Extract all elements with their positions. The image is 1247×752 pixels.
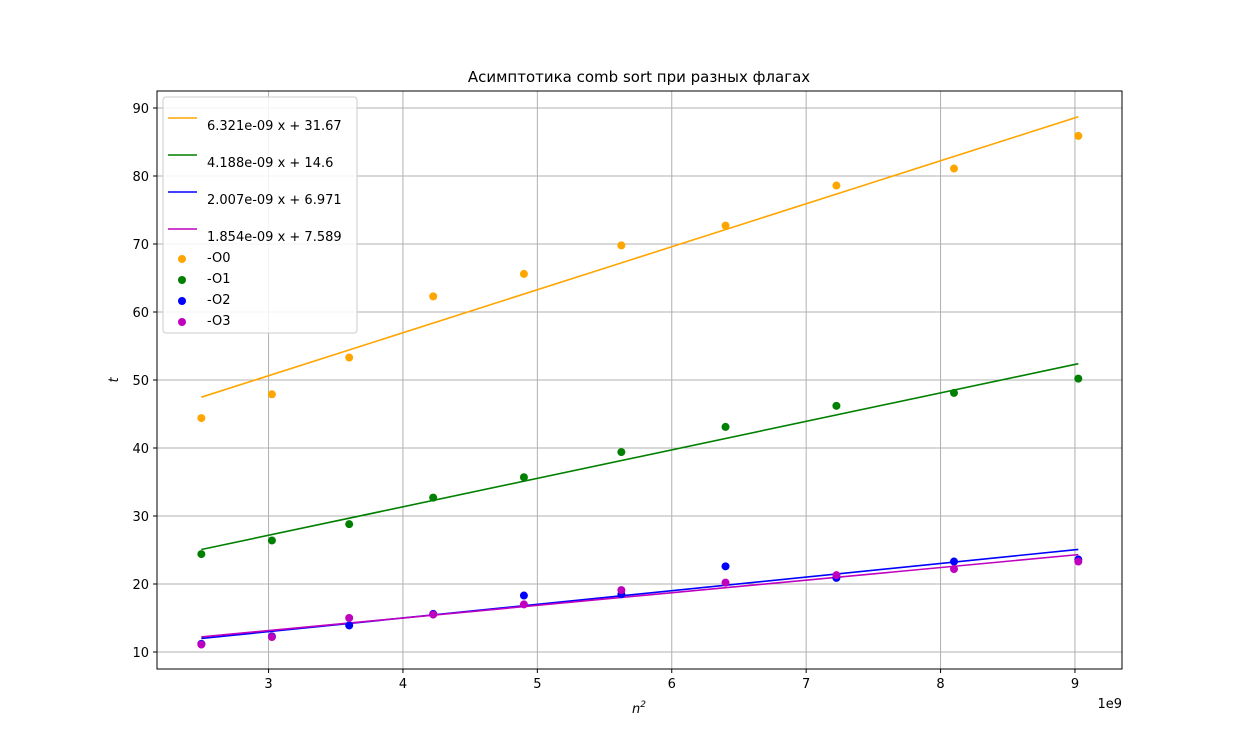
y-tick-label: 10 <box>132 646 149 661</box>
x-tick-label: 8 <box>936 677 944 692</box>
y-tick-label: 70 <box>132 238 149 253</box>
data-point <box>345 614 354 622</box>
legend-fit-label: 4.188e-09 x + 14.6 <box>207 156 333 171</box>
y-tick-label: 60 <box>132 306 149 321</box>
data-point <box>429 610 438 619</box>
data-point <box>267 536 276 545</box>
data-point <box>519 600 528 609</box>
fit-line <box>201 115 1079 398</box>
data-point <box>721 422 730 431</box>
fit-line <box>201 362 1079 551</box>
x-tick-label: 9 <box>1071 677 1079 692</box>
data-point <box>832 401 841 410</box>
data-point <box>949 388 958 397</box>
legend-box <box>162 96 358 334</box>
x-axis-label-exponent: 2 <box>640 700 646 710</box>
data-point <box>617 448 626 457</box>
data-point <box>345 621 354 630</box>
x-axis-label-base: n <box>632 702 640 717</box>
data-point <box>345 520 354 529</box>
x-tick-label: 4 <box>399 677 407 692</box>
data-point <box>197 640 206 649</box>
data-point <box>429 493 438 502</box>
x-tick-label: 7 <box>802 677 810 692</box>
data-point <box>721 221 730 230</box>
x-tick-label: 6 <box>668 677 676 692</box>
legend-series-label: -O0 <box>207 251 231 266</box>
data-point <box>949 557 958 566</box>
y-tick-label: 90 <box>132 102 149 117</box>
grid <box>157 91 1122 669</box>
data-point <box>519 269 528 278</box>
data-point <box>949 164 958 173</box>
legend-fit-label: 1.854e-09 x + 7.589 <box>207 230 342 245</box>
legend-point-swatch <box>178 255 186 263</box>
data-point <box>267 390 276 399</box>
data-point <box>949 565 958 574</box>
data-point <box>1074 557 1083 566</box>
data-point <box>721 578 730 587</box>
legend-point-swatch <box>178 276 186 284</box>
data-point <box>617 586 626 595</box>
legend-fit-label: 6.321e-09 x + 31.67 <box>207 119 342 134</box>
x-tick-label: 5 <box>533 677 541 692</box>
data-point <box>519 473 528 482</box>
legend-fit-label: 2.007e-09 x + 6.971 <box>207 193 342 208</box>
chart-title: Асимптотика comb sort при разных флагах <box>468 68 810 86</box>
data-point <box>519 591 528 600</box>
data-point <box>267 633 276 642</box>
legend-point-swatch <box>178 297 186 305</box>
data-point <box>429 292 438 301</box>
data-point <box>197 550 206 559</box>
y-axis-label: t <box>107 377 122 383</box>
data-point <box>345 353 354 362</box>
x-tick-label: 3 <box>264 677 272 692</box>
x-axis-label: n2 <box>632 700 646 717</box>
y-tick-label: 80 <box>132 170 149 185</box>
legend-series-label: -O2 <box>207 293 231 308</box>
axis-ticks: 3 4 5 6 7 8 9 10 20 30 40 50 60 70 80 90 <box>132 102 1079 692</box>
y-tick-label: 40 <box>132 442 149 457</box>
data-point <box>1074 374 1083 383</box>
data-point <box>832 181 841 190</box>
data-point <box>1074 131 1083 140</box>
legend: 6.321e-09 x + 31.67 4.188e-09 x + 14.6 2.0… <box>162 96 358 334</box>
data-points <box>197 131 1083 649</box>
data-point <box>832 571 841 580</box>
data-point <box>197 414 206 423</box>
y-tick-label: 30 <box>132 510 149 525</box>
data-point <box>721 562 730 571</box>
x-offset-label: 1e9 <box>1097 697 1122 712</box>
y-tick-label: 50 <box>132 374 149 389</box>
legend-series-label: -O3 <box>207 314 231 329</box>
legend-series-label: -O1 <box>207 272 231 287</box>
data-point <box>617 241 626 250</box>
y-tick-label: 20 <box>132 578 149 593</box>
legend-point-swatch <box>178 318 186 326</box>
